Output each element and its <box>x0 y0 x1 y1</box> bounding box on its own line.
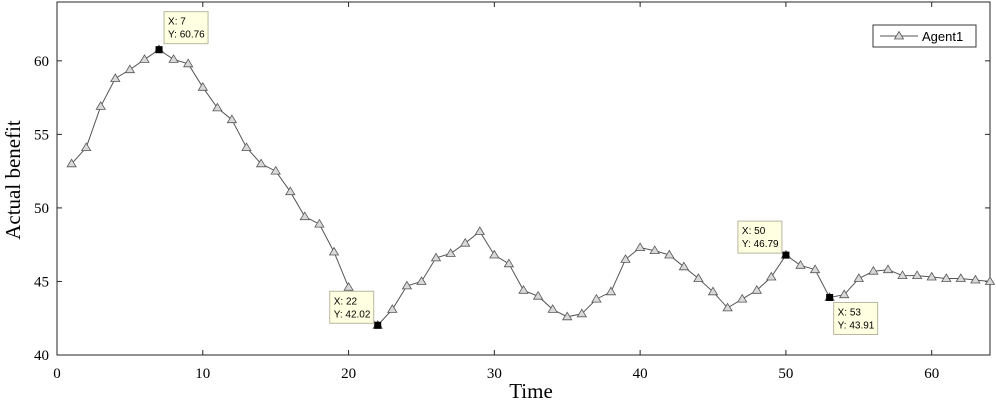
y-axis-title: Actual benefit <box>1 120 25 240</box>
x-tick-label: 20 <box>341 366 356 382</box>
datatip-x-text: X: 22 <box>334 296 358 307</box>
datatip-marker <box>155 46 163 54</box>
datatip-y-text: Y: 60.76 <box>168 30 205 41</box>
x-tick-label: 40 <box>633 366 648 382</box>
data-point <box>693 273 704 282</box>
data-point <box>285 186 296 196</box>
data-point <box>911 270 923 279</box>
datatip-box <box>833 301 879 335</box>
data-point <box>838 289 850 299</box>
legend-box <box>872 24 977 48</box>
x-tick-label: 60 <box>924 366 939 382</box>
datatip-x-text: X: 7 <box>168 17 186 28</box>
data-point <box>576 308 588 318</box>
data-point <box>489 249 500 259</box>
datatip-marker <box>374 321 382 329</box>
data-point <box>212 102 223 112</box>
data-point <box>518 285 529 294</box>
data-point <box>459 237 471 247</box>
data-point <box>314 218 325 228</box>
y-tick-label: 55 <box>34 127 49 143</box>
data-point <box>80 142 92 151</box>
data-point <box>95 101 106 110</box>
datatip-y-text: Y: 42.02 <box>334 309 371 320</box>
data-point <box>343 282 354 291</box>
data-point <box>970 274 981 284</box>
data-point <box>139 54 150 63</box>
x-axis-title: Time <box>509 379 553 401</box>
datatip-y-text: Y: 46.79 <box>742 239 779 250</box>
data-point <box>736 293 748 303</box>
data-point <box>664 249 675 259</box>
y-tick-label: 40 <box>34 348 49 364</box>
y-tick-label: 45 <box>34 274 49 290</box>
x-tick-label: 30 <box>487 366 502 382</box>
data-point <box>255 158 267 168</box>
data-point <box>474 226 486 235</box>
datatip-marker <box>826 293 834 301</box>
data-point <box>722 302 733 312</box>
data-point <box>882 264 894 274</box>
data-point <box>591 293 602 303</box>
axis-ticks: 0 10 20 30 40 50 60 40 45 50 55 60 <box>34 2 990 382</box>
data-point <box>270 165 281 175</box>
data-point <box>751 285 763 294</box>
data-point <box>430 252 442 262</box>
data-point <box>503 258 515 268</box>
data-point <box>853 273 865 282</box>
data-point <box>941 273 952 282</box>
data-point <box>766 271 777 281</box>
datatip-x-text: X: 53 <box>838 307 862 318</box>
data-point <box>561 311 573 321</box>
data-point <box>678 261 690 271</box>
data-point <box>401 280 413 290</box>
data-point <box>707 286 719 296</box>
data-point <box>226 114 238 124</box>
data-point <box>955 273 967 282</box>
data-point <box>241 142 252 151</box>
datatip-marker <box>782 251 790 259</box>
data-point <box>984 276 996 285</box>
datatip-box <box>329 290 375 324</box>
data-point <box>868 265 879 275</box>
datatip-x-text: X: 50 <box>742 226 766 237</box>
data-point <box>532 290 544 300</box>
data-point <box>809 264 821 274</box>
data-point <box>634 242 646 251</box>
data-point <box>168 54 179 63</box>
x-tick-label: 10 <box>195 366 210 382</box>
data-point <box>328 246 340 256</box>
data-point <box>197 82 209 91</box>
datatips: X: 7 Y: 60.76 X: 22 Y: 42.02 X: 50 Y: 46.79 X:… <box>155 11 879 335</box>
data-point <box>416 276 427 285</box>
y-tick-label: 50 <box>34 201 49 217</box>
data-point <box>897 270 908 279</box>
datatip-box <box>737 220 783 254</box>
data-point <box>445 248 456 257</box>
data-point <box>124 64 136 74</box>
legend-label: Agent1 <box>922 29 963 44</box>
series-line <box>71 49 991 327</box>
y-tick-label: 60 <box>34 54 49 70</box>
data-point <box>547 304 558 313</box>
datatip-box <box>163 11 209 45</box>
data-point <box>66 158 77 168</box>
datatip-y-text: Y: 43.91 <box>838 320 875 331</box>
data-point <box>299 211 311 221</box>
x-tick-label: 50 <box>778 366 793 382</box>
data-point <box>387 304 398 313</box>
data-point <box>605 286 617 296</box>
data-point <box>620 254 631 263</box>
data-point <box>649 245 660 254</box>
x-tick-label: 0 <box>53 366 61 382</box>
data-point <box>182 58 194 68</box>
data-point <box>795 260 806 269</box>
legend-marker <box>893 30 905 40</box>
legend: Agent1 <box>872 24 977 48</box>
data-point <box>926 271 937 281</box>
data-point <box>110 73 121 82</box>
